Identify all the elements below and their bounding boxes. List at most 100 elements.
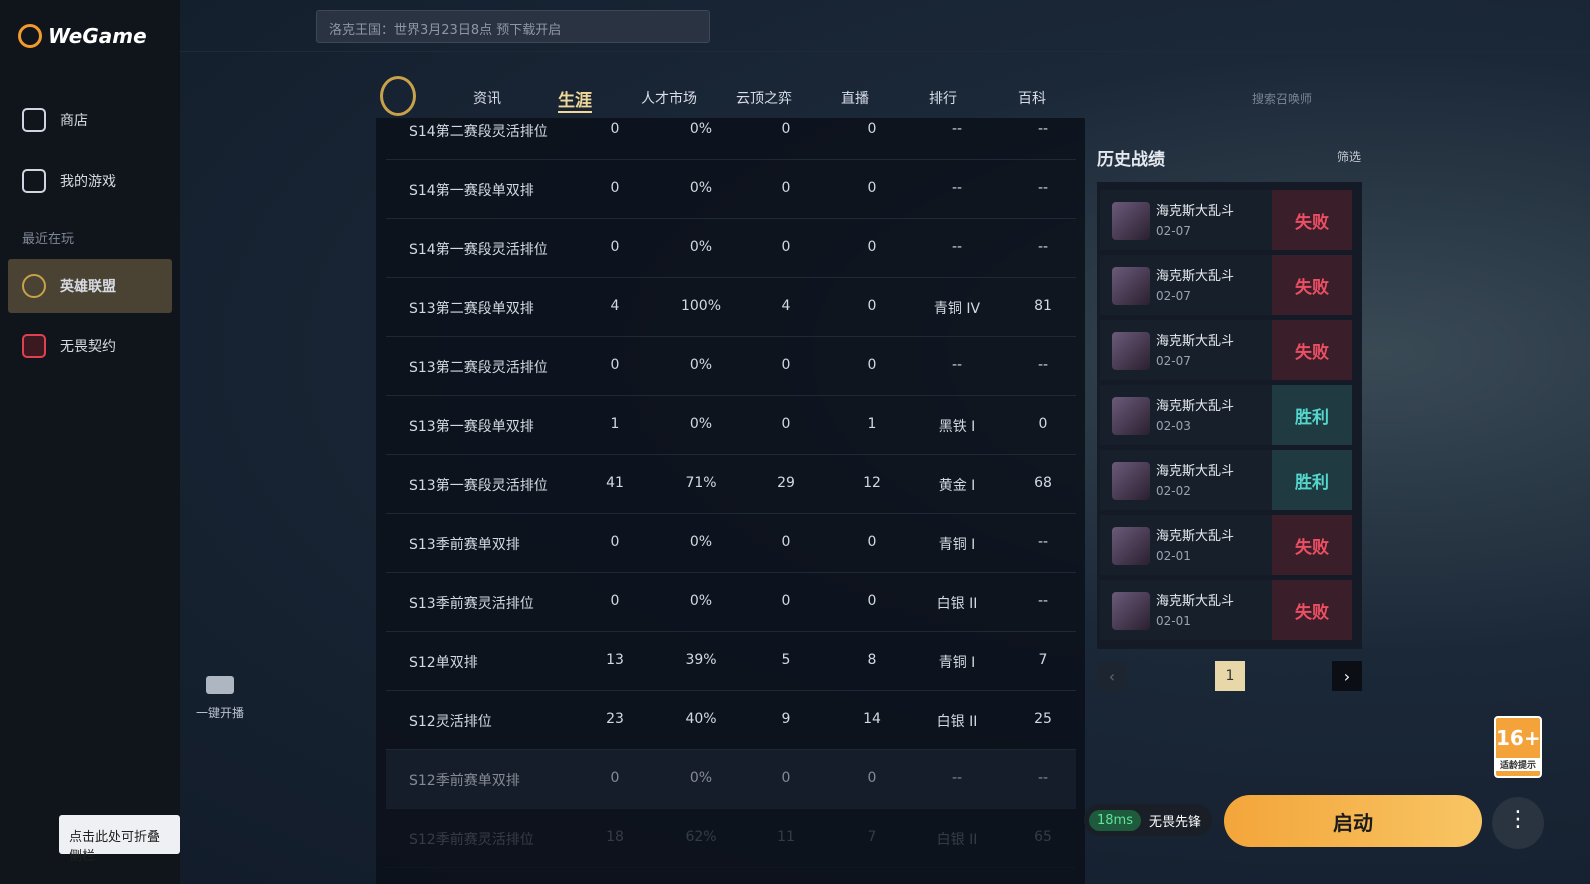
stat-cell: 0: [781, 357, 791, 373]
stat-cell: 4: [610, 298, 620, 314]
summoner-search[interactable]: 搜索召唤师: [1252, 92, 1313, 106]
season-name: S12季前赛单双排: [409, 773, 520, 789]
age-note: 适龄提示: [1496, 758, 1540, 771]
next-page[interactable]: ›: [1332, 661, 1362, 691]
stat-cell: --: [951, 357, 963, 373]
stat-cell: 14: [863, 711, 881, 727]
match-result: 失败: [1272, 580, 1352, 640]
nav-tab[interactable]: 排行: [929, 91, 957, 107]
stat-cell: 11: [777, 829, 795, 845]
stat-cell: 黄金 I: [938, 478, 976, 494]
match-card[interactable]: 海克斯大乱斗 02-03 胜利: [1100, 385, 1352, 445]
nav-games[interactable]: 我的游戏: [22, 169, 116, 193]
season-name: S12季前赛灵活排位: [409, 832, 534, 848]
more-btn[interactable]: ⋮: [1492, 797, 1544, 849]
match-date: 02-03: [1156, 419, 1191, 433]
stat-cell: 青铜 I: [938, 655, 976, 671]
stream-label: 一键开播: [195, 706, 244, 720]
stat-cell: 白银 II: [936, 832, 978, 848]
match-mode: 海克斯大乱斗: [1156, 204, 1235, 219]
champion-avatar: [1112, 592, 1150, 630]
age-rating: 16+ 适龄提示: [1494, 716, 1542, 778]
filter-btn[interactable]: 筛选: [1337, 150, 1362, 164]
stat-cell: 65: [1034, 829, 1052, 845]
stat-cell: 18: [606, 829, 624, 845]
match-card[interactable]: 海克斯大乱斗 02-02 胜利: [1100, 450, 1352, 510]
match-card[interactable]: 海克斯大乱斗 02-01 失败: [1100, 515, 1352, 575]
stat-cell: 0: [867, 239, 877, 255]
stat-cell: 4: [781, 298, 791, 314]
stat-cell: --: [951, 121, 963, 137]
accelerator[interactable]: 18ms 无畏先锋: [1084, 804, 1212, 836]
match-mode: 海克斯大乱斗: [1156, 464, 1235, 479]
nav-tab[interactable]: 生涯: [558, 86, 592, 113]
table-row: S12季前赛灵活排位 18 62% 11 7 白银 II 65: [386, 809, 1076, 868]
stat-cell: 29: [777, 475, 795, 491]
server: 无畏先锋: [1148, 814, 1201, 830]
stat-cell: 0: [867, 593, 877, 609]
stat-cell: 0: [781, 593, 791, 609]
nav-tab[interactable]: 百科: [1018, 91, 1046, 107]
match-date: 02-02: [1156, 484, 1191, 498]
champion-avatar: [1112, 527, 1150, 565]
recent-valorant[interactable]: 无畏契约: [22, 334, 116, 358]
champion-avatar: [1112, 332, 1150, 370]
table-row: S14第一赛段单双排 0 0% 0 0 -- --: [386, 160, 1076, 219]
stat-cell: 71%: [685, 475, 717, 491]
season-name: S13第一赛段单双排: [409, 419, 534, 435]
stat-cell: 0: [781, 239, 791, 255]
stat-cell: 0: [781, 180, 791, 196]
match-card[interactable]: 海克斯大乱斗 02-01 失败: [1100, 580, 1352, 640]
stat-cell: --: [1037, 121, 1049, 137]
nav-tab[interactable]: 人才市场: [641, 91, 697, 107]
recent-label: 最近在玩: [22, 232, 75, 247]
stat-cell: --: [951, 770, 963, 786]
game-nav: 搜索召唤师 资讯 生涯 人才市场 云顶之弈 直播 排行 百科: [376, 72, 1376, 124]
nav-store[interactable]: 商店: [22, 108, 88, 132]
recent-lol[interactable]: 英雄联盟: [8, 259, 172, 313]
nav-tab[interactable]: 云顶之弈: [736, 91, 792, 107]
stat-cell: 5: [781, 652, 791, 668]
match-result: 失败: [1272, 515, 1352, 575]
page-number[interactable]: 1: [1215, 661, 1245, 691]
stream-btn[interactable]: 一键开播: [190, 676, 250, 721]
nav-tab[interactable]: 直播: [841, 91, 869, 107]
champion-avatar: [1112, 462, 1150, 500]
match-card[interactable]: 海克斯大乱斗 02-07 失败: [1100, 255, 1352, 315]
match-result: 胜利: [1272, 450, 1352, 510]
stat-cell: 0: [867, 357, 877, 373]
match-card[interactable]: 海克斯大乱斗 02-07 失败: [1100, 320, 1352, 380]
match-mode: 海克斯大乱斗: [1156, 334, 1235, 349]
history-title: 历史战绩: [1097, 150, 1165, 170]
stat-cell: --: [1037, 357, 1049, 373]
stat-cell: --: [1037, 534, 1049, 550]
stat-cell: --: [1037, 180, 1049, 196]
stat-cell: 0%: [689, 416, 713, 432]
stat-cell: 0%: [689, 239, 713, 255]
stat-cell: 7: [867, 829, 877, 845]
global-search[interactable]: 洛克王国：世界3月23日8点 预下载开启: [316, 10, 710, 43]
stat-cell: 0: [610, 770, 620, 786]
match-date: 02-01: [1156, 614, 1191, 628]
stat-cell: 39%: [685, 652, 717, 668]
age: 16+: [1496, 726, 1541, 750]
stat-cell: 0%: [689, 593, 713, 609]
collapse-tip[interactable]: 点击此处可折叠侧栏: [59, 815, 180, 864]
match-result: 失败: [1272, 255, 1352, 315]
stat-cell: 黑铁 I: [938, 419, 976, 435]
stat-cell: 23: [606, 711, 624, 727]
table-row: S13第二赛段灵活排位 0 0% 0 0 -- --: [386, 337, 1076, 396]
stat-cell: 0: [867, 770, 877, 786]
nav-tab[interactable]: 资讯: [473, 91, 501, 107]
stat-cell: 0: [610, 121, 620, 137]
match-result: 胜利: [1272, 385, 1352, 445]
stat-cell: 0: [610, 357, 620, 373]
match-date: 02-01: [1156, 549, 1191, 563]
stat-cell: 0: [1038, 416, 1048, 432]
stat-cell: 1: [610, 416, 620, 432]
prev-page[interactable]: ‹: [1097, 661, 1127, 691]
match-card[interactable]: 海克斯大乱斗 02-07 失败: [1100, 190, 1352, 250]
stat-cell: 0: [610, 239, 620, 255]
start-button[interactable]: 启动: [1224, 795, 1482, 847]
